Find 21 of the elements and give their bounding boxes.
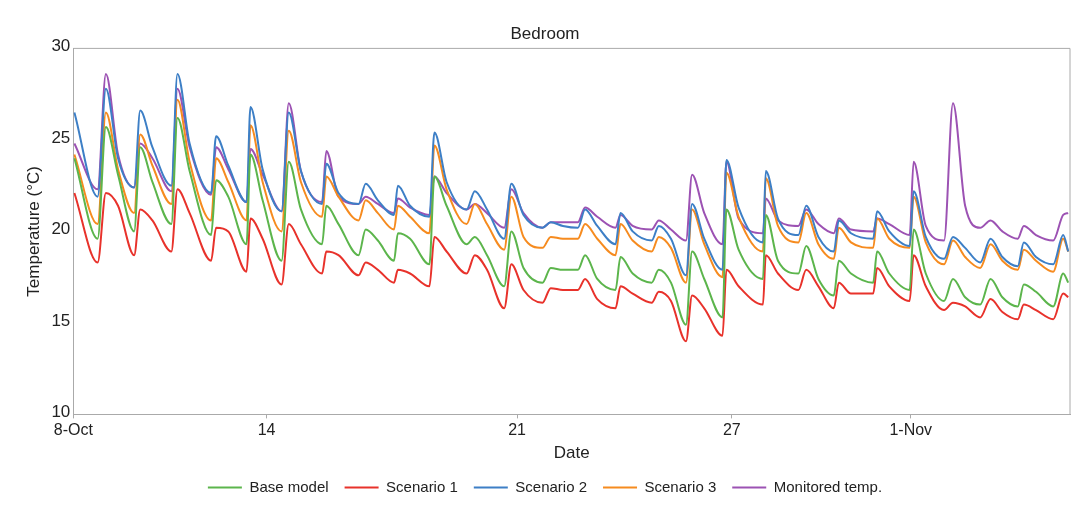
x-tick-label: 21 [508, 421, 527, 439]
x-axis-title: Date [553, 443, 590, 463]
y-tick-label: 20 [51, 219, 71, 239]
line-series [73, 116, 1070, 326]
chart-title: Bedroom [510, 23, 580, 43]
legend-label: Base model [249, 477, 329, 495]
legend-label: Scenario 1 [386, 477, 458, 495]
y-tick-label: 25 [51, 127, 71, 147]
x-tick-label: 1-Nov [889, 421, 933, 439]
y-tick-label: 15 [51, 310, 71, 330]
legend-label: Scenario 2 [515, 477, 588, 495]
y-axis-title: Temperature (°C) [23, 166, 43, 297]
legend-label: Monitored temp. [773, 477, 883, 495]
y-tick-label: 30 [51, 36, 71, 56]
line-series [73, 73, 1070, 277]
y-tick-label: 10 [51, 402, 71, 422]
line-series [73, 188, 1070, 343]
x-tick-label: 27 [722, 421, 741, 439]
x-tick-label: 14 [257, 421, 276, 439]
legend-label: Scenario 3 [644, 477, 717, 495]
x-tick-label: 8-Oct [53, 421, 94, 439]
